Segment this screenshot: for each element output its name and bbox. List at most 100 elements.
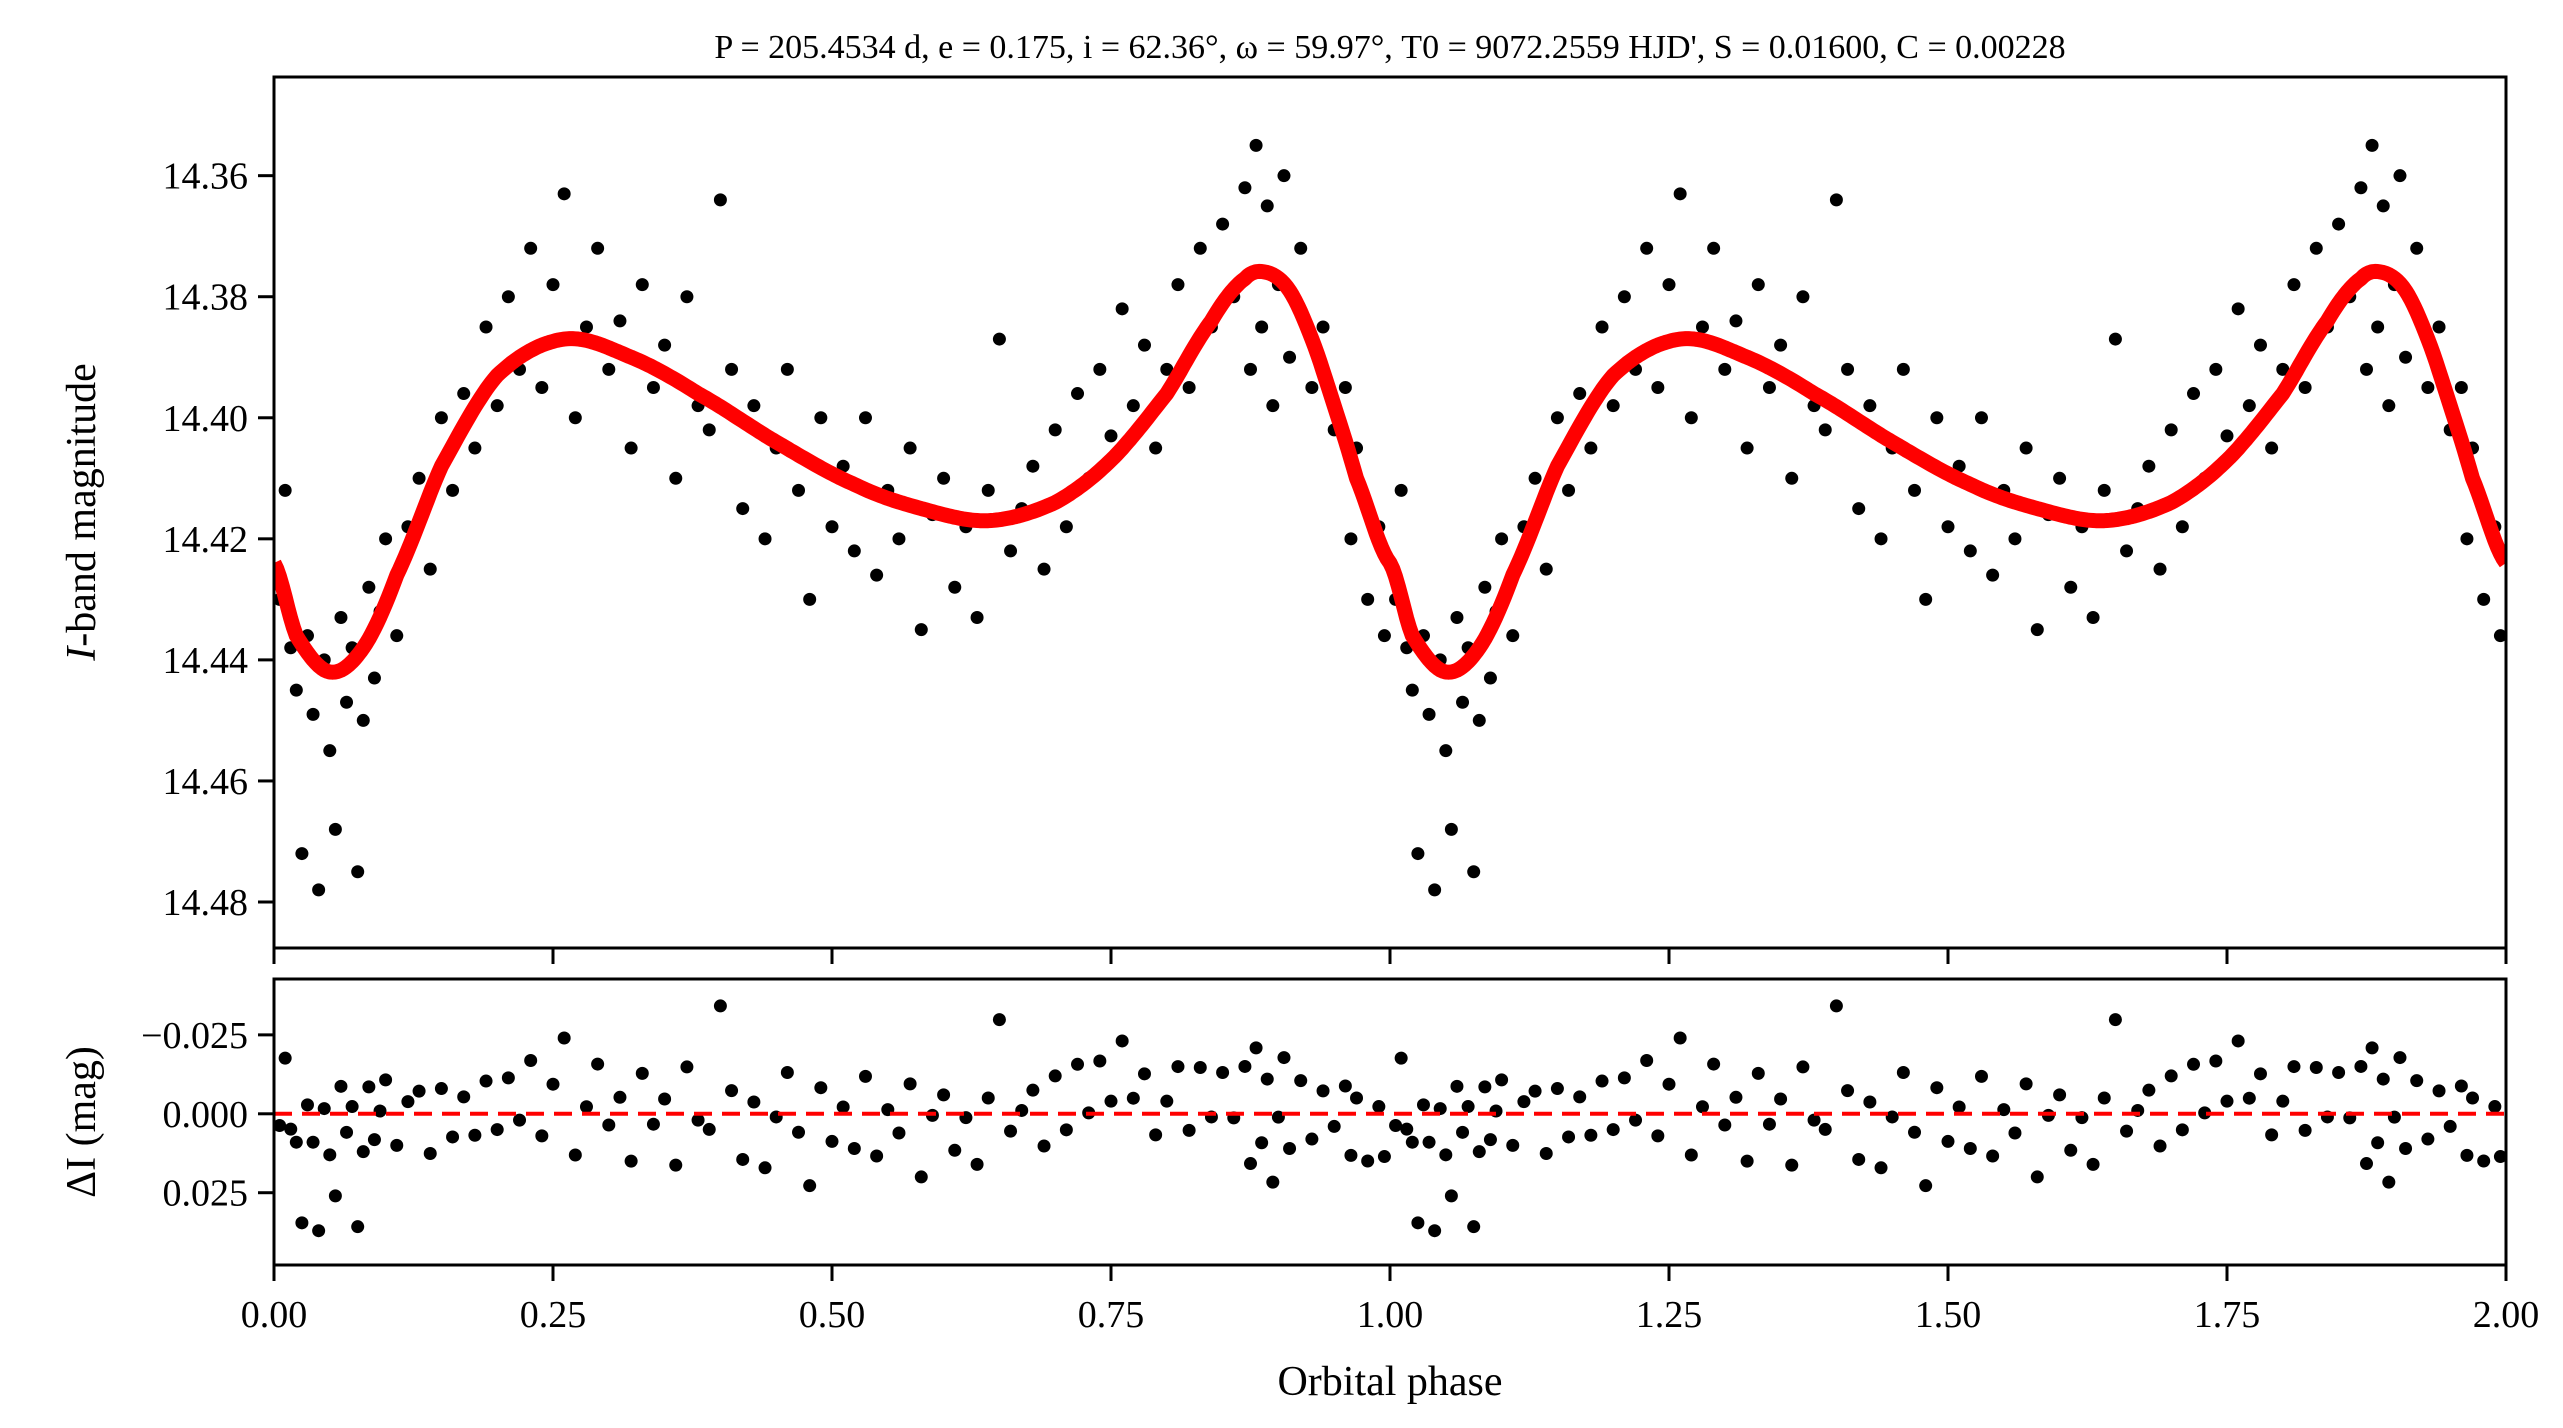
data-point bbox=[351, 865, 365, 879]
residual-point bbox=[2153, 1139, 2167, 1153]
residual-point bbox=[1344, 1148, 1358, 1162]
residual-point bbox=[1260, 1072, 1274, 1086]
residual-point bbox=[2488, 1100, 2502, 1114]
data-point bbox=[1818, 423, 1832, 437]
data-point bbox=[1260, 199, 1274, 213]
data-point bbox=[1573, 387, 1587, 401]
residual-point bbox=[1450, 1079, 1464, 1093]
residual-point bbox=[591, 1057, 605, 1071]
data-point bbox=[1896, 362, 1910, 376]
residual-point bbox=[2086, 1157, 2100, 1171]
residual-point bbox=[546, 1077, 560, 1091]
residual-point bbox=[948, 1143, 962, 1157]
data-point bbox=[1606, 399, 1620, 413]
x-tick-label: 0.25 bbox=[520, 1294, 587, 1336]
data-point bbox=[2454, 381, 2468, 395]
residual-point bbox=[1400, 1122, 1414, 1136]
data-point bbox=[1377, 629, 1391, 643]
data-point bbox=[2287, 278, 2301, 292]
data-point bbox=[1439, 744, 1453, 758]
data-point bbox=[524, 241, 538, 255]
data-point bbox=[557, 187, 571, 201]
data-point bbox=[2460, 532, 2474, 546]
residual-point bbox=[1908, 1125, 1922, 1139]
residual-point bbox=[1271, 1110, 1285, 1124]
data-point bbox=[490, 399, 504, 413]
data-point bbox=[1729, 314, 1743, 328]
x-tick-label: 1.75 bbox=[2194, 1294, 2261, 1336]
data-point bbox=[658, 338, 672, 352]
data-point bbox=[2008, 532, 2022, 546]
data-point bbox=[1584, 441, 1598, 455]
residual-point bbox=[702, 1122, 716, 1136]
x-tick-label: 0.00 bbox=[241, 1294, 308, 1336]
residual-point bbox=[390, 1138, 404, 1152]
residual-point bbox=[289, 1135, 303, 1149]
data-point bbox=[892, 532, 906, 546]
axes: 14.36 14.38 14.40 14.42 14.44 14.46 14.48 −0.02… bbox=[141, 156, 2539, 1336]
residual-point bbox=[1640, 1054, 1654, 1068]
data-point bbox=[1740, 441, 1754, 455]
data-point bbox=[2360, 362, 2373, 376]
residual-point bbox=[278, 1051, 292, 1065]
data-point bbox=[412, 471, 426, 485]
x-axis-label: Orbital phase bbox=[1277, 1359, 1502, 1405]
data-point bbox=[457, 387, 471, 401]
data-point bbox=[1394, 483, 1408, 497]
data-point bbox=[1126, 399, 1140, 413]
data-point bbox=[1785, 471, 1799, 485]
data-point bbox=[847, 544, 861, 558]
data-point bbox=[2421, 381, 2435, 395]
residual-point bbox=[1483, 1133, 1497, 1147]
top-panel-frame bbox=[272, 75, 2508, 950]
data-point bbox=[1238, 181, 1252, 195]
data-point bbox=[1774, 338, 1788, 352]
data-point bbox=[468, 441, 482, 455]
residual-point bbox=[1316, 1084, 1330, 1098]
data-point bbox=[1562, 483, 1576, 497]
data-point bbox=[1160, 362, 1174, 376]
residual-point bbox=[1974, 1069, 1988, 1083]
residual-point bbox=[1595, 1074, 1609, 1088]
data-point bbox=[1171, 278, 1185, 292]
residual-point bbox=[635, 1066, 649, 1080]
data-point bbox=[2209, 362, 2223, 376]
residual-point bbox=[367, 1133, 381, 1147]
data-point bbox=[1456, 695, 1470, 709]
residual-point bbox=[836, 1100, 850, 1114]
data-point bbox=[1255, 320, 1269, 334]
residual-point bbox=[2231, 1034, 2245, 1048]
data-point bbox=[602, 362, 616, 376]
residual-point bbox=[317, 1102, 331, 1116]
top-y-tick-label: 14.40 bbox=[163, 398, 249, 440]
residual-point bbox=[2477, 1154, 2491, 1168]
residual-point bbox=[814, 1081, 828, 1095]
data-point bbox=[312, 883, 326, 897]
residual-point bbox=[1662, 1077, 1676, 1091]
residual-point bbox=[1416, 1098, 1430, 1112]
residual-point bbox=[825, 1134, 839, 1148]
data-point bbox=[379, 532, 393, 546]
data-point bbox=[680, 290, 694, 304]
residual-point bbox=[2187, 1057, 2201, 1071]
data-point bbox=[501, 290, 515, 304]
residual-point bbox=[1394, 1051, 1408, 1065]
residual-point bbox=[362, 1080, 376, 1094]
residual-point bbox=[2454, 1079, 2468, 1093]
residual-point bbox=[1740, 1154, 1754, 1168]
residual-point bbox=[356, 1145, 370, 1159]
data-point bbox=[1963, 544, 1977, 558]
data-point bbox=[970, 611, 984, 625]
residual-point bbox=[758, 1161, 772, 1175]
residual-point bbox=[2421, 1132, 2435, 1146]
x-tick-label: 1.00 bbox=[1357, 1294, 1424, 1336]
residual-point bbox=[1149, 1128, 1163, 1142]
data-point bbox=[1495, 532, 1509, 546]
residual-point bbox=[2276, 1094, 2290, 1108]
data-point bbox=[1026, 459, 1040, 473]
residual-point bbox=[300, 1098, 314, 1112]
data-point bbox=[1908, 483, 1922, 497]
residual-point bbox=[2053, 1088, 2067, 1102]
residual-point bbox=[1137, 1067, 1151, 1081]
residual-point bbox=[1193, 1060, 1207, 1074]
